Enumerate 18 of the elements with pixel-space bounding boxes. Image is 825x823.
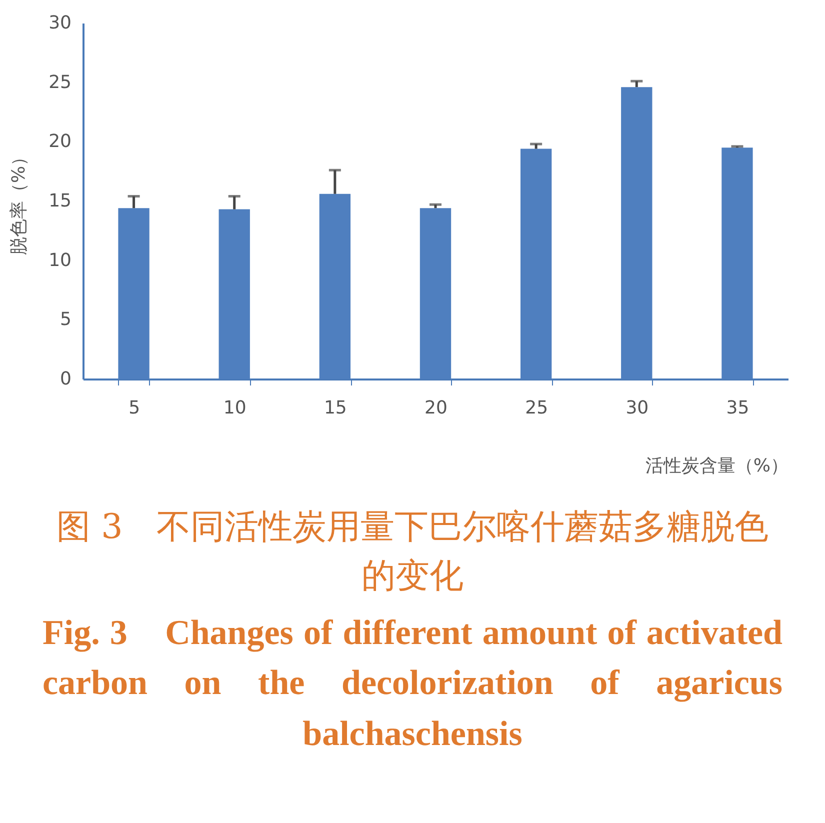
text: 图 3 不同活性炭用量下巴尔喀什蘑菇多糖脱色的变化 bbox=[55, 506, 770, 598]
y-tick-label: 5 bbox=[60, 309, 72, 330]
x-tick-label: 35 bbox=[726, 398, 750, 418]
x-tick-label: 10 bbox=[223, 398, 246, 418]
y-axis-title: 脱色率（%） bbox=[8, 148, 30, 256]
y-tick-label: 20 bbox=[48, 131, 72, 152]
x-axis-title: 活性炭含量（%） bbox=[645, 456, 788, 476]
x-tick-label: 25 bbox=[525, 398, 548, 418]
x-tick-label: 15 bbox=[324, 398, 347, 418]
x-tick-label: 20 bbox=[424, 398, 448, 418]
y-tick-label: 15 bbox=[48, 190, 72, 212]
text: Fig. 3 Changes of different amount of activated carbon on the decolorization of agaricus balchaschensis bbox=[42, 612, 782, 756]
y-tick-label: 30 bbox=[48, 12, 72, 34]
x-tick-label: 5 bbox=[128, 398, 140, 418]
y-tick-label: 10 bbox=[48, 250, 72, 271]
y-tick-label: 25 bbox=[48, 72, 72, 93]
x-tick-label: 30 bbox=[626, 398, 649, 418]
y-tick-label: 0 bbox=[60, 368, 72, 390]
